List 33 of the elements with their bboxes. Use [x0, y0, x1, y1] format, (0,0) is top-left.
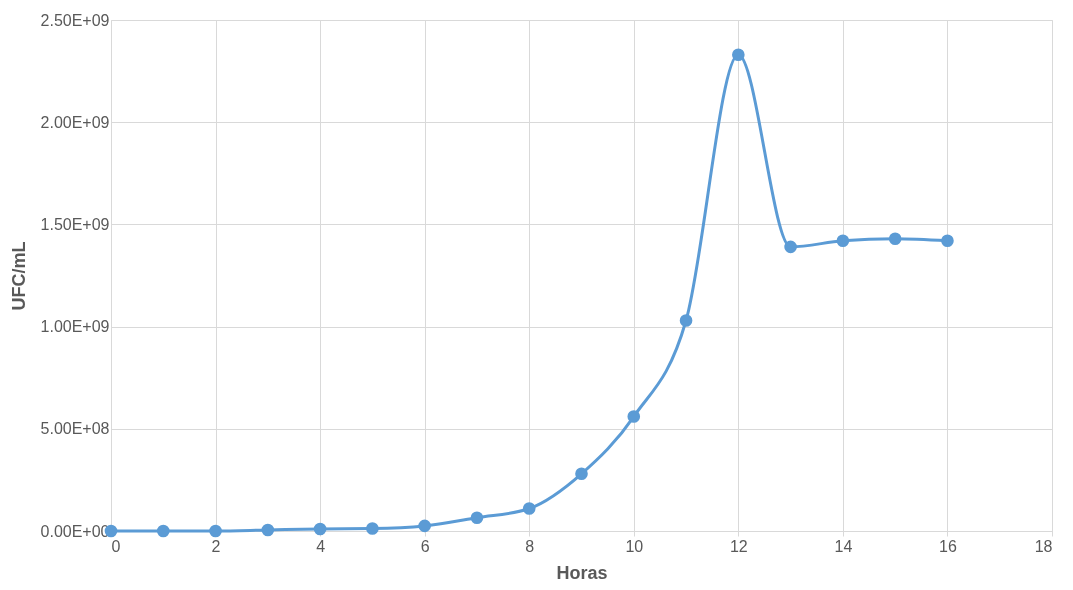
x-tick-label: 2 [211, 537, 221, 555]
point [679, 314, 693, 327]
x-tick-label: 4 [316, 537, 326, 555]
point [888, 232, 902, 246]
x-tick-label: 16 [939, 537, 957, 555]
point [732, 48, 745, 62]
x-tick-label: 10 [625, 537, 644, 555]
x-tick-label: 18 [1034, 537, 1053, 555]
point [209, 524, 222, 538]
point [470, 511, 484, 525]
y-tick-label: 5.00E+08 [40, 420, 110, 438]
y-tick-label: 1.50E+09 [40, 215, 110, 233]
y-tick-label: 1.00E+09 [40, 318, 110, 336]
y-axis-title: UFC/mL [8, 241, 29, 311]
point [784, 240, 797, 254]
point [627, 410, 641, 423]
point [313, 522, 327, 536]
x-tick-label: 12 [729, 537, 748, 555]
point [418, 519, 431, 533]
point [366, 522, 379, 535]
point [836, 234, 850, 248]
x-tick-label: 0 [111, 537, 121, 555]
x-tick-label: 6 [420, 537, 430, 555]
point [261, 523, 275, 537]
x-tick-label: 14 [834, 537, 853, 555]
point [941, 234, 954, 248]
x-tick-label: 8 [525, 537, 535, 555]
x-axis-title: Horas [556, 562, 608, 583]
point [575, 467, 588, 481]
point [156, 524, 170, 538]
y-tick-label: 2.50E+09 [40, 11, 110, 29]
point [522, 502, 536, 515]
y-tick-label: 2.00E+09 [40, 113, 110, 131]
